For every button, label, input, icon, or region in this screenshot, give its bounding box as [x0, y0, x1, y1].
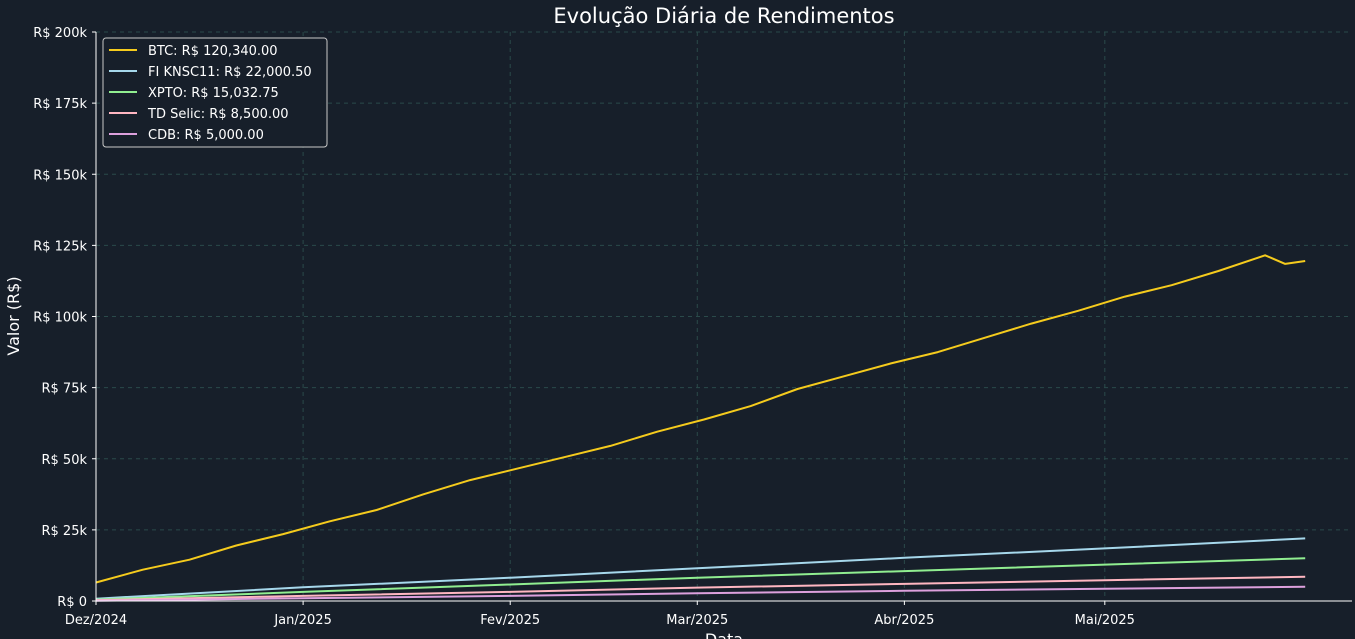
series-line-3	[95, 575, 1306, 602]
chart-title: Evolução Diária de Rendimentos	[553, 4, 894, 28]
y-ticks: R$ 0 R$ 25k R$ 50k R$ 75k R$ 100k R$ 125k R$ 1…	[33, 26, 96, 610]
x-tick-label: Fev/2025	[480, 613, 540, 628]
legend-entry: BTC: R$ 120,340.00	[148, 44, 278, 59]
series-line-2	[95, 557, 1306, 601]
y-axis-label: Valor (R$)	[4, 276, 23, 355]
y-tick-label: R$ 50k	[41, 453, 87, 468]
x-ticks: Dez/2024 Jan/2025 Fev/2025 Mar/2025 Abr/2025…	[65, 601, 1135, 628]
series-line-1	[95, 537, 1306, 600]
y-tick-label: R$ 200k	[33, 26, 87, 41]
legend-box	[102, 37, 328, 148]
series-layer	[95, 254, 1306, 602]
x-tick-label: Abr/2025	[874, 613, 934, 628]
y-tick-label: R$ 175k	[33, 97, 87, 112]
legend: BTC: R$ 120,340.00 FI KNSC11: R$ 22,000.5…	[102, 37, 328, 148]
legend-entry: CDB: R$ 5,000.00	[148, 128, 264, 143]
y-tick-label: R$ 0	[57, 595, 87, 610]
y-tick-label: R$ 75k	[41, 382, 87, 397]
series-line-4	[95, 585, 1306, 602]
legend-entry: FI KNSC11: R$ 22,000.50	[148, 65, 312, 80]
y-tick-label: R$ 150k	[33, 168, 87, 183]
y-tick-label: R$ 100k	[33, 311, 87, 326]
x-tick-label: Jan/2025	[273, 613, 332, 628]
x-tick-label: Mai/2025	[1075, 613, 1135, 628]
legend-entry: XPTO: R$ 15,032.75	[148, 86, 279, 101]
y-tick-label: R$ 25k	[41, 524, 87, 539]
legend-entry: TD Selic: R$ 8,500.00	[147, 107, 289, 122]
x-axis-label: Data	[705, 630, 743, 639]
x-tick-label: Mar/2025	[666, 613, 728, 628]
x-tick-label: Dez/2024	[65, 613, 127, 628]
series-line-0	[95, 254, 1306, 584]
y-tick-label: R$ 125k	[33, 239, 87, 254]
